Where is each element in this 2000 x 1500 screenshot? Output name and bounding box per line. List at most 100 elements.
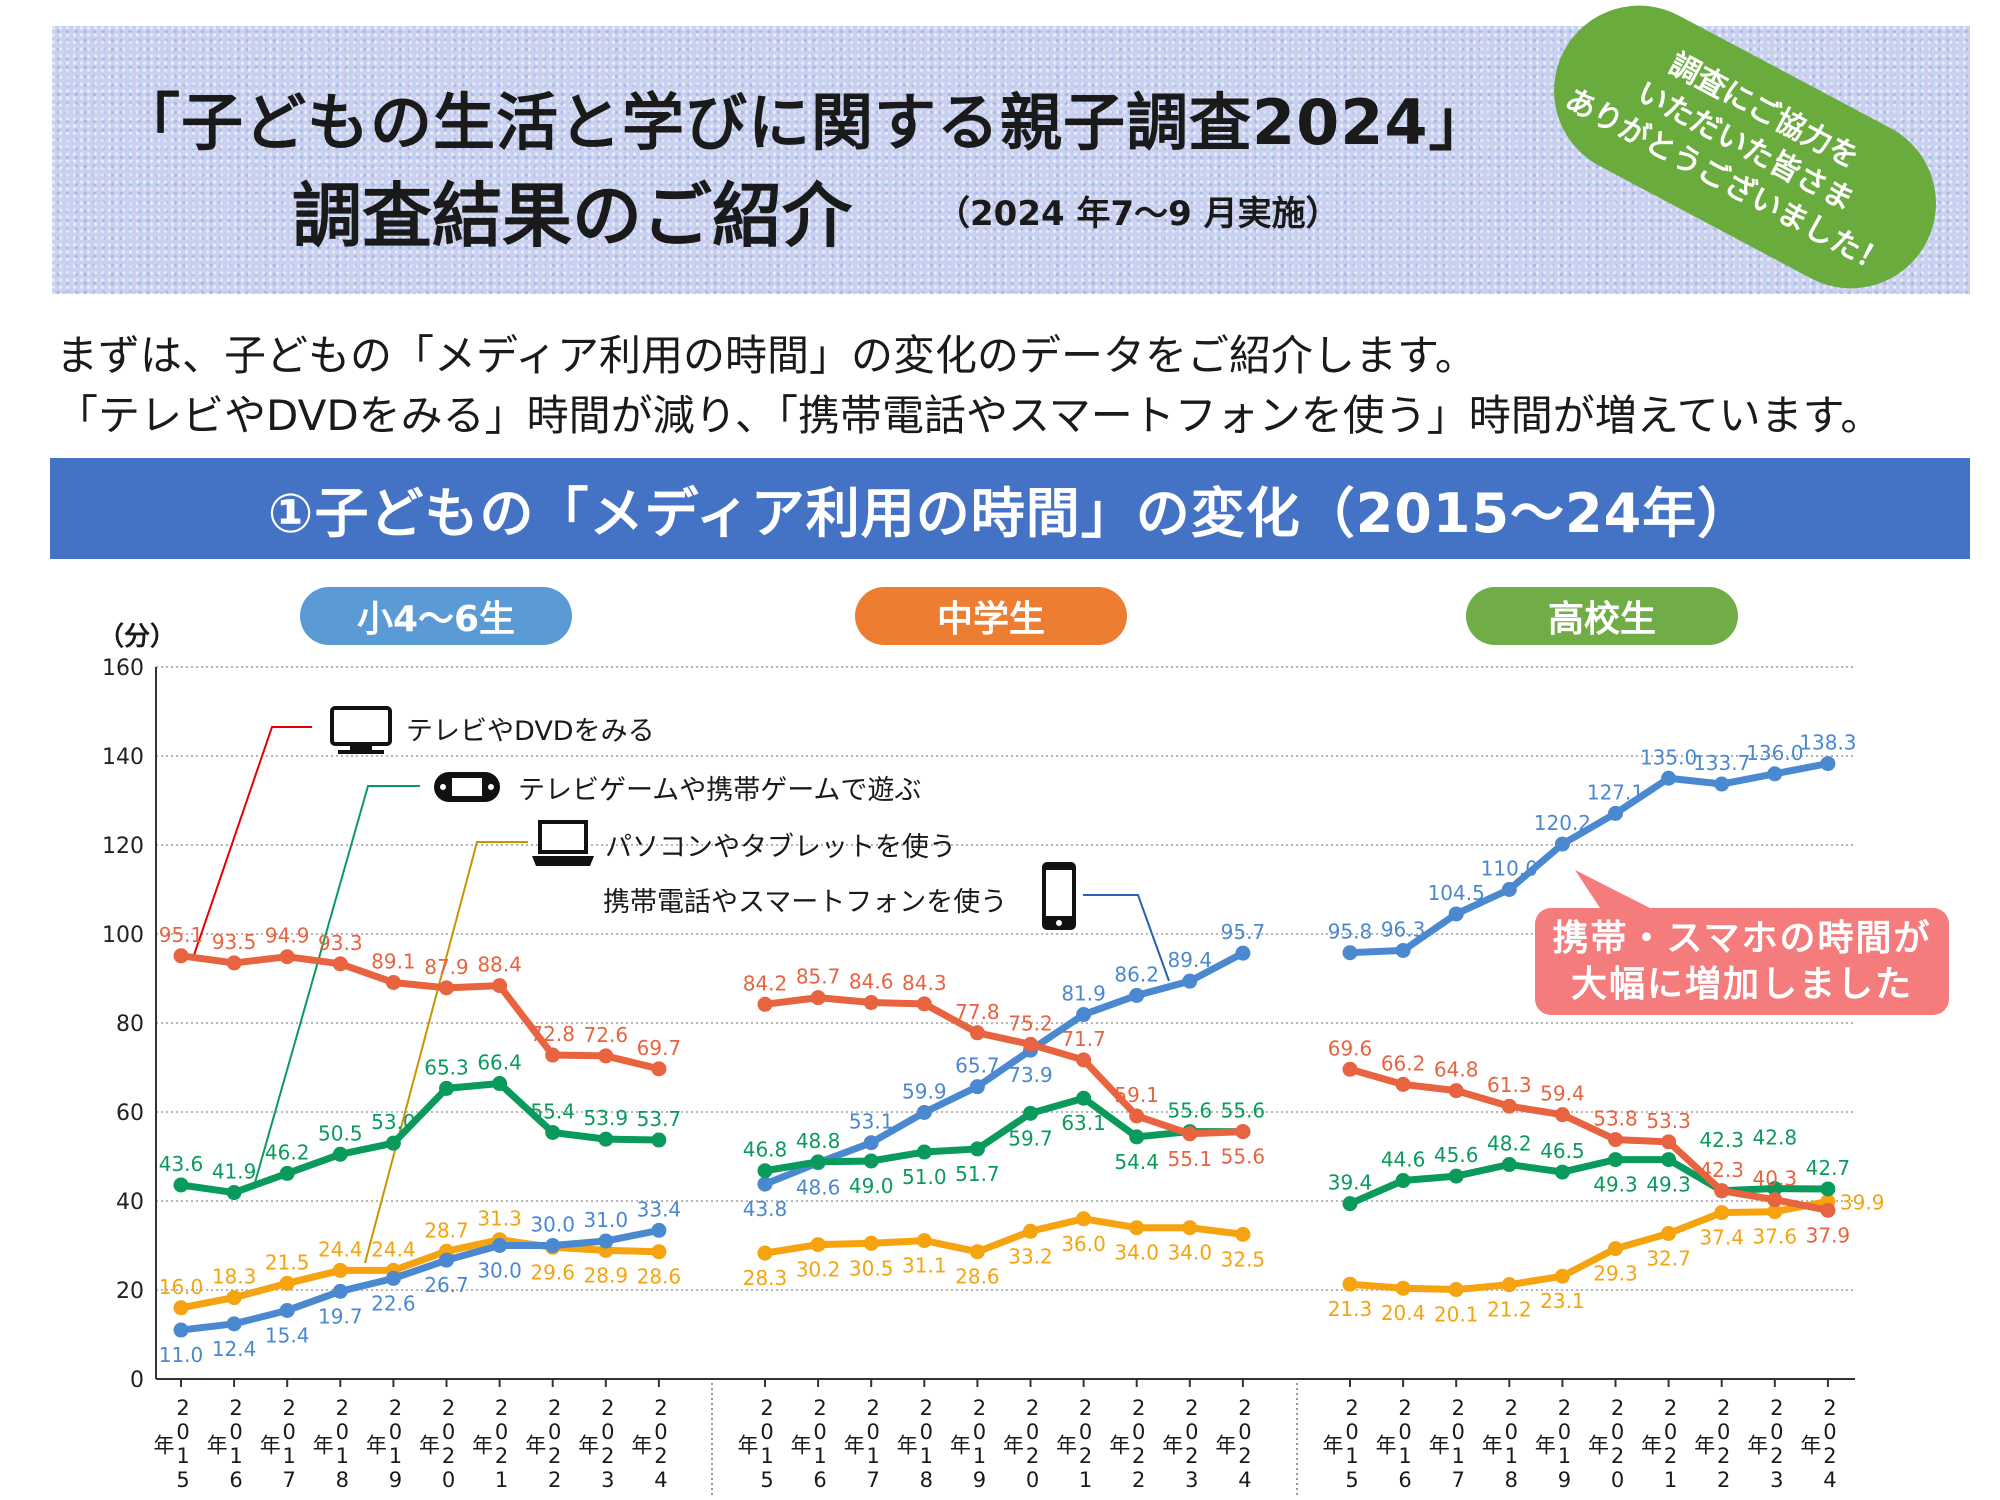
data-label-phone: 11.0: [159, 1343, 204, 1367]
data-point-phone: [757, 1176, 773, 1192]
data-label-game: 45.6: [1434, 1143, 1479, 1167]
data-label-pc: 30.2: [796, 1258, 841, 1282]
data-label-phone: 19.7: [318, 1304, 363, 1328]
data-point-game: [1395, 1173, 1411, 1189]
x-tick-label: 2020年: [416, 1396, 461, 1492]
legend-phone: 携帯電話やスマートフォンを使う: [603, 887, 1008, 918]
data-point-phone: [1076, 1007, 1092, 1023]
x-tick-label: 2022年: [1691, 1396, 1736, 1492]
data-label-tv: 77.8: [955, 1000, 1000, 1024]
data-label-phone: 73.9: [1008, 1063, 1053, 1087]
data-label-pc: 23.1: [1540, 1289, 1585, 1313]
data-label-tv: 93.5: [212, 930, 257, 954]
x-tick-label: 2022年: [522, 1396, 567, 1492]
data-point-pc: [1182, 1220, 1198, 1236]
data-point-phone: [173, 1322, 189, 1338]
series-line-tv: [180, 952, 660, 1073]
data-label-game: 42.7: [1806, 1156, 1851, 1180]
data-label-pc: 18.3: [212, 1265, 257, 1289]
data-point-game: [757, 1163, 773, 1179]
data-label-game: 42.8: [1753, 1126, 1798, 1150]
data-point-pc: [1395, 1280, 1411, 1296]
y-tick-label: 140: [102, 745, 144, 770]
data-label-phone: 30.0: [530, 1213, 575, 1237]
data-label-tv: 84.2: [743, 971, 788, 995]
series-line-pc: [1349, 1198, 1829, 1294]
x-tick-label: 2023年: [575, 1396, 620, 1492]
data-label-pc: 34.0: [1114, 1241, 1159, 1265]
data-point-phone: [1608, 805, 1623, 821]
y-tick-label: 160: [102, 656, 144, 681]
y-axis-unit: （分）: [98, 622, 177, 652]
data-label-phone: 59.9: [902, 1079, 947, 1103]
data-point-pc: [1767, 1204, 1783, 1220]
data-point-phone: [969, 1079, 985, 1095]
data-point-game: [492, 1076, 508, 1092]
data-point-phone: [916, 1104, 932, 1120]
data-point-pc: [1076, 1211, 1092, 1227]
data-label-game: 51.7: [955, 1162, 1000, 1186]
data-point-game: [385, 1135, 401, 1151]
data-label-tv: 42.3: [1699, 1158, 1744, 1182]
data-label-phone: 33.4: [637, 1197, 682, 1221]
data-point-phone: [1661, 770, 1677, 786]
series-line-game: [764, 1094, 1243, 1175]
legend-game: テレビゲームや携帯ゲームで遊ぶ: [518, 775, 922, 806]
game-console-icon: [434, 772, 500, 802]
data-label-pc: 36.0: [1061, 1232, 1106, 1256]
series-line-tv: [764, 994, 1244, 1138]
data-point-tv: [863, 995, 879, 1011]
legend-tv: テレビやDVDをみる: [406, 716, 655, 747]
data-label-phone: 89.4: [1168, 948, 1213, 972]
data-point-phone: [1714, 776, 1730, 792]
data-point-tv: [757, 996, 773, 1012]
data-point-phone: [1129, 987, 1145, 1003]
data-point-tv: [1076, 1052, 1092, 1068]
data-point-game: [651, 1132, 667, 1148]
x-tick-label: 2020年: [1000, 1396, 1045, 1492]
series-line-tv: [1349, 1065, 1829, 1214]
x-tick-label: 2017年: [841, 1396, 886, 1492]
data-point-tv: [279, 949, 295, 965]
data-label-tv: 66.2: [1381, 1051, 1426, 1075]
data-label-tv: 71.7: [1061, 1027, 1106, 1051]
data-point-tv: [492, 978, 508, 994]
data-point-tv: [439, 980, 454, 996]
data-point-game: [1820, 1181, 1836, 1197]
data-label-tv: 37.9: [1806, 1223, 1851, 1247]
data-point-phone: [1448, 906, 1464, 922]
x-tick-label: 2018年: [310, 1396, 355, 1492]
y-tick-label: 120: [102, 834, 144, 859]
data-point-pc: [1342, 1276, 1358, 1292]
data-label-game: 59.7: [1008, 1126, 1053, 1150]
data-point-phone: [1820, 756, 1836, 772]
data-label-game: 55.4: [530, 1099, 575, 1123]
data-point-pc: [1448, 1282, 1464, 1298]
x-tick-label: 2024年: [1212, 1396, 1257, 1492]
series-line-game: [180, 1080, 659, 1197]
data-label-pc: 37.6: [1753, 1225, 1798, 1249]
data-label-tv: 93.3: [318, 931, 363, 955]
data-label-pc: 28.6: [955, 1265, 1000, 1289]
data-label-pc: 33.2: [1008, 1244, 1053, 1268]
x-tick-label: 2018年: [1479, 1396, 1524, 1492]
data-point-phone: [863, 1135, 879, 1151]
data-point-game: [1501, 1157, 1517, 1173]
data-label-phone: 136.0: [1746, 741, 1803, 765]
data-label-game: 46.2: [265, 1140, 310, 1164]
y-tick-label: 0: [130, 1368, 144, 1393]
data-label-tv: 64.8: [1434, 1058, 1479, 1082]
data-label-game: 54.4: [1114, 1150, 1159, 1174]
data-point-pc: [1661, 1225, 1677, 1241]
data-label-phone: 65.7: [955, 1054, 1000, 1078]
data-point-phone: [1767, 766, 1783, 782]
data-label-tv: 53.3: [1646, 1109, 1691, 1133]
data-point-phone: [598, 1233, 614, 1249]
data-label-phone: 86.2: [1114, 962, 1159, 986]
data-label-pc: 21.2: [1487, 1298, 1532, 1322]
data-point-tv: [385, 975, 401, 991]
data-point-game: [545, 1124, 561, 1140]
section-banner: ①子どもの「メディア利用の時間」の変化（2015〜24年）: [50, 458, 1970, 559]
data-label-game: 41.9: [212, 1160, 257, 1184]
data-label-phone: 48.6: [796, 1176, 841, 1200]
